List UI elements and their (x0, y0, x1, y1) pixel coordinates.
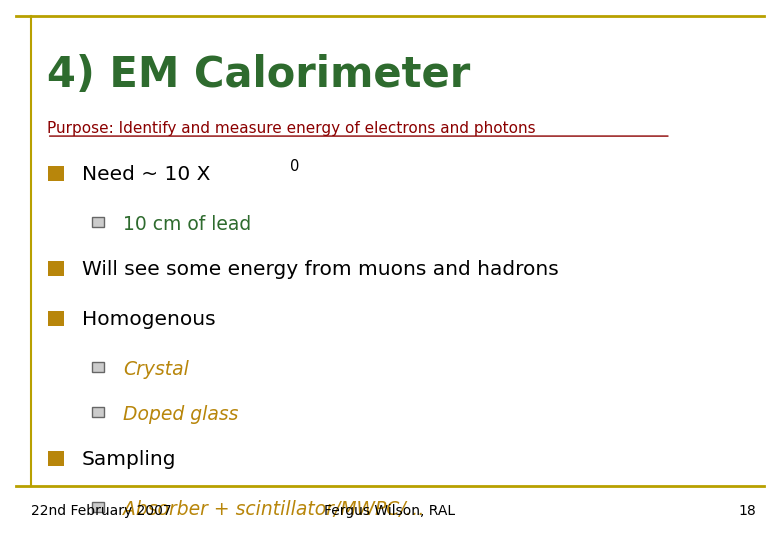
Text: 10 cm of lead: 10 cm of lead (123, 215, 251, 234)
FancyBboxPatch shape (48, 166, 64, 181)
FancyBboxPatch shape (48, 451, 64, 466)
Text: Purpose: Identify and measure energy of electrons and photons: Purpose: Identify and measure energy of … (47, 122, 535, 137)
Text: Absorber + scintillator/MWPC/…: Absorber + scintillator/MWPC/… (123, 500, 425, 519)
FancyBboxPatch shape (92, 407, 104, 417)
Text: Sampling: Sampling (82, 450, 176, 469)
FancyBboxPatch shape (92, 502, 104, 512)
Text: Need ~ 10 X: Need ~ 10 X (82, 165, 211, 184)
FancyBboxPatch shape (92, 362, 104, 372)
Text: 22nd February 2007: 22nd February 2007 (31, 504, 172, 518)
Text: Fergus Wilson, RAL: Fergus Wilson, RAL (324, 504, 456, 518)
Text: Will see some energy from muons and hadrons: Will see some energy from muons and hadr… (82, 260, 558, 279)
FancyBboxPatch shape (92, 217, 104, 227)
Text: 18: 18 (739, 504, 757, 518)
FancyBboxPatch shape (48, 311, 64, 326)
FancyBboxPatch shape (48, 261, 64, 276)
Text: 0: 0 (290, 159, 300, 174)
Text: Doped glass: Doped glass (123, 405, 239, 424)
Text: Homogenous: Homogenous (82, 310, 215, 329)
Text: 4) EM Calorimeter: 4) EM Calorimeter (47, 54, 470, 96)
Text: Crystal: Crystal (123, 360, 189, 379)
